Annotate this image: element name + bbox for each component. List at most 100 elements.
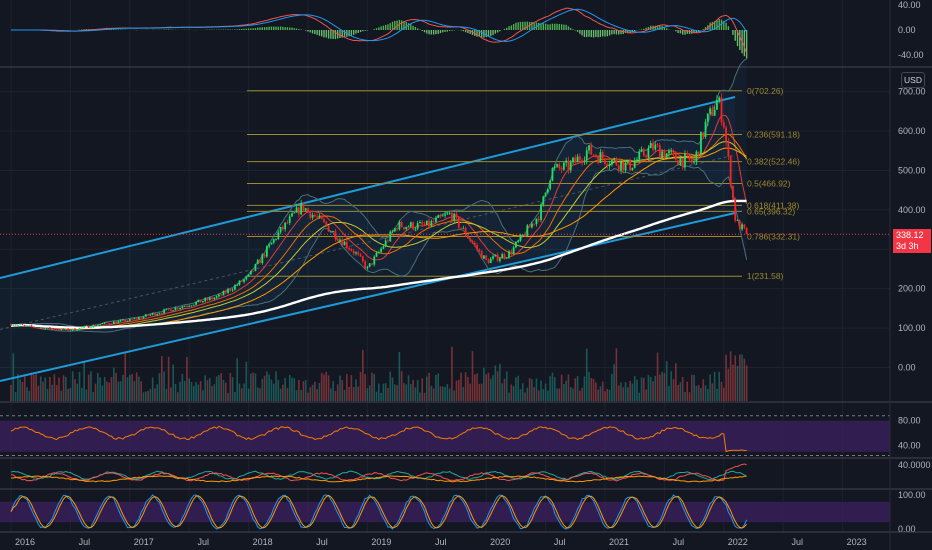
- volume-bar: [521, 383, 524, 401]
- candle-body: [725, 127, 727, 142]
- candle-body: [428, 220, 430, 227]
- currency-button[interactable]: USD: [901, 72, 925, 88]
- price-tick-label: 600.00: [898, 126, 926, 136]
- volume-bar: [684, 392, 686, 401]
- candle-body: [697, 151, 700, 155]
- candle-body: [734, 198, 737, 221]
- volume-bar: [421, 378, 424, 401]
- volume-bar: [140, 381, 143, 401]
- candle-body: [421, 221, 424, 225]
- volume-bar: [629, 380, 631, 401]
- volume-bar: [124, 352, 127, 401]
- candle-body: [329, 231, 332, 233]
- volume-bar: [663, 373, 666, 401]
- candle-body: [446, 213, 449, 215]
- price-pane[interactable]: 0(702.26) 0.236(591.18) 0.382(522.46) 0.5(4…: [0, 59, 890, 402]
- candle-body: [485, 255, 488, 260]
- volume-bar: [601, 381, 604, 401]
- candle-body: [562, 162, 565, 170]
- ma-line: [10, 141, 747, 329]
- channel-lower-line[interactable]: [0, 212, 736, 382]
- candle-body: [713, 109, 716, 116]
- volume-bar: [300, 390, 302, 401]
- volume-bar: [505, 371, 508, 401]
- candle-body: [30, 325, 33, 327]
- candle-body: [272, 239, 275, 243]
- volume-bar: [92, 392, 95, 401]
- candle-body: [364, 261, 367, 269]
- candle-body: [597, 156, 600, 163]
- candle-body: [558, 164, 561, 169]
- candle-body: [284, 222, 287, 230]
- volume-bar: [334, 390, 337, 401]
- candle-body: [14, 325, 17, 327]
- candle-body: [629, 160, 632, 171]
- volume-bar: [115, 373, 117, 401]
- volume-bar: [631, 383, 634, 401]
- candle-body: [524, 234, 526, 237]
- candle-body: [163, 309, 165, 314]
- volume-bar: [560, 374, 563, 401]
- volume-bar: [26, 387, 28, 401]
- volume-bar: [444, 386, 446, 401]
- candle-body: [275, 239, 277, 240]
- volume-bar: [186, 357, 188, 401]
- candle-body: [240, 280, 243, 282]
- volume-bar: [599, 386, 602, 401]
- candle-body: [528, 225, 531, 228]
- volume-bar: [327, 375, 330, 401]
- fibonacci-retracement[interactable]: 0(702.26) 0.236(591.18) 0.382(522.46) 0.5(4…: [247, 86, 800, 281]
- volume-bar: [638, 392, 641, 401]
- candle-body: [606, 163, 609, 167]
- candle-body: [229, 289, 232, 291]
- volume-bar: [19, 379, 21, 401]
- volume-bar: [679, 382, 682, 401]
- rsi-band: [0, 420, 890, 452]
- volume-bar: [270, 379, 273, 401]
- candle-body: [220, 294, 223, 296]
- candle-body: [231, 289, 234, 291]
- candle-body: [636, 159, 638, 162]
- volume-bar: [325, 371, 328, 401]
- time-axis[interactable]: 2016 Jul 2017 Jul 2018 Jul 2019 Jul 2020 Jul 2021 J…: [15, 537, 867, 547]
- price-tick-label: 200.00: [898, 284, 926, 294]
- time-tick-label: 2020: [490, 537, 510, 547]
- volume-bar: [697, 385, 700, 401]
- time-tick-label: 2016: [15, 537, 35, 547]
- parallel-channel[interactable]: [0, 96, 736, 382]
- channel-upper-line[interactable]: [0, 96, 736, 279]
- volume-bar: [113, 367, 115, 401]
- fib-level-label: 0.5(466.92): [747, 178, 791, 188]
- candle-body: [140, 317, 143, 319]
- volume-bar: [238, 383, 241, 401]
- candle-body: [540, 204, 542, 221]
- adx-line: [11, 475, 747, 483]
- volume-bar: [30, 372, 33, 401]
- candle-body: [565, 160, 568, 163]
- candle-body: [227, 289, 229, 293]
- macd-pane[interactable]: 40.00 0.00 -40.00: [11, 0, 924, 60]
- candle-body: [684, 153, 686, 168]
- candle-body: [681, 158, 684, 168]
- volume-bar: [588, 371, 590, 401]
- candle-body: [311, 214, 314, 218]
- candle-body: [44, 328, 47, 330]
- rsi-pane[interactable]: 80.00 40.00: [0, 415, 921, 457]
- volume-bar: [499, 363, 501, 401]
- rsi-tick-label: 40.00: [898, 441, 921, 451]
- candle-body: [195, 301, 197, 305]
- stoch-rsi-pane[interactable]: 100.00 0.00: [0, 490, 926, 534]
- candle-body: [709, 108, 711, 114]
- volume-bar: [60, 390, 63, 401]
- dmi-pane[interactable]: 40.0000: [10, 460, 931, 483]
- candle-body: [361, 256, 364, 262]
- volume-bar: [725, 354, 727, 401]
- candle-body: [663, 151, 666, 158]
- candle-body: [108, 323, 111, 324]
- volume-bar: [252, 372, 254, 401]
- candle-body: [357, 252, 360, 255]
- volume-bar: [295, 390, 298, 401]
- candle-body: [117, 321, 120, 324]
- time-tick-label: 2022: [728, 537, 748, 547]
